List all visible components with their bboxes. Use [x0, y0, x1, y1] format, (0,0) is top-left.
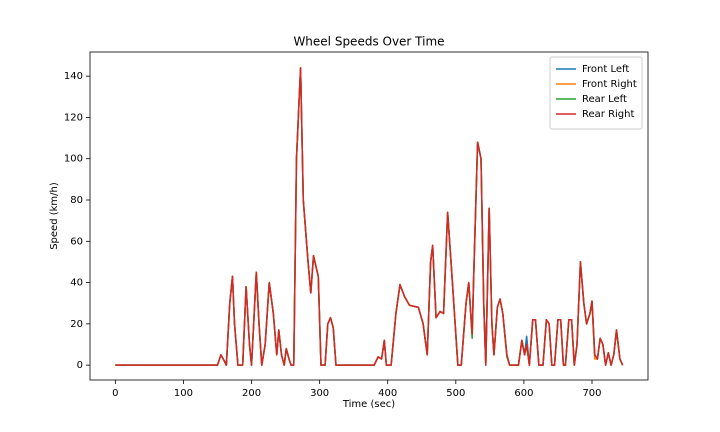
y-tick-label: 60: [70, 236, 83, 247]
y-tick-label: 100: [64, 154, 83, 165]
plot-frame: [89, 51, 649, 381]
y-tick-label: 0: [77, 360, 83, 371]
x-tick-label: 200: [242, 388, 261, 399]
chart-title: Wheel Speeds Over Time: [293, 35, 444, 49]
x-tick-label: 100: [174, 388, 193, 399]
x-tick-label: 400: [378, 388, 397, 399]
y-tick-label: 80: [70, 195, 83, 206]
y-tick-label: 20: [70, 319, 83, 330]
series-line: [115, 67, 624, 366]
legend-box: [549, 56, 643, 130]
x-tick-label: 600: [514, 388, 533, 399]
legend-label: Front Left: [582, 64, 629, 75]
x-tick-label: 700: [582, 388, 601, 399]
y-tick-label: 140: [64, 71, 83, 82]
legend-label: Rear Right: [582, 109, 634, 120]
y-tick-label: 40: [70, 278, 83, 289]
x-tick-label: 500: [446, 388, 465, 399]
legend-label: Rear Left: [582, 94, 627, 105]
x-tick-label: 300: [310, 388, 329, 399]
y-tick-label: 120: [64, 112, 83, 123]
x-axis-label: Time (sec): [342, 399, 395, 410]
y-axis-label: Speed (km/h): [49, 182, 60, 250]
x-tick-label: 0: [112, 388, 118, 399]
legend-label: Front Right: [582, 79, 637, 90]
